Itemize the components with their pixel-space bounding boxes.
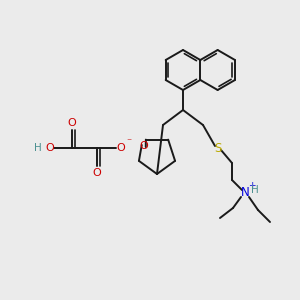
Text: S: S: [214, 142, 222, 154]
Text: O: O: [68, 118, 76, 128]
Text: +: +: [248, 181, 256, 190]
Text: N: N: [241, 187, 249, 200]
Text: H: H: [251, 185, 259, 195]
Text: H: H: [34, 143, 42, 153]
Text: O: O: [46, 143, 54, 153]
Text: O: O: [117, 143, 125, 153]
Text: O: O: [93, 168, 101, 178]
Text: O: O: [140, 141, 148, 151]
Text: ⁻: ⁻: [126, 137, 132, 147]
